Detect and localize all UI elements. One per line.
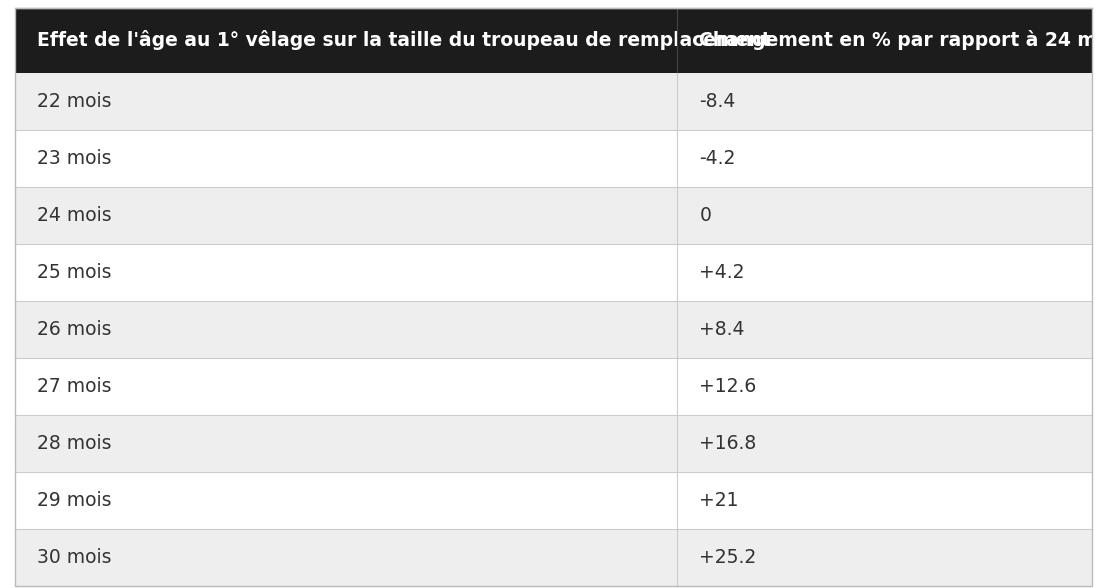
Text: +25.2: +25.2 bbox=[700, 548, 756, 567]
Text: 25 mois: 25 mois bbox=[37, 263, 112, 282]
Bar bbox=[15, 415, 1092, 472]
Text: 23 mois: 23 mois bbox=[37, 149, 112, 168]
Bar bbox=[15, 358, 1092, 415]
Text: -4.2: -4.2 bbox=[700, 149, 736, 168]
Text: 29 mois: 29 mois bbox=[37, 491, 112, 510]
Bar bbox=[15, 187, 1092, 244]
Text: 22 mois: 22 mois bbox=[37, 92, 112, 111]
Text: +16.8: +16.8 bbox=[700, 434, 756, 453]
Text: +4.2: +4.2 bbox=[700, 263, 745, 282]
Text: 24 mois: 24 mois bbox=[37, 206, 112, 225]
Bar bbox=[15, 130, 1092, 187]
Text: 30 mois: 30 mois bbox=[37, 548, 112, 567]
Text: +21: +21 bbox=[700, 491, 738, 510]
Text: Effet de l'âge au 1° vêlage sur la taille du troupeau de remplacement: Effet de l'âge au 1° vêlage sur la taill… bbox=[37, 31, 770, 51]
Text: +8.4: +8.4 bbox=[700, 320, 745, 339]
Text: 28 mois: 28 mois bbox=[37, 434, 112, 453]
Bar bbox=[15, 73, 1092, 130]
Bar bbox=[15, 529, 1092, 586]
Bar bbox=[15, 8, 1092, 73]
Bar bbox=[15, 301, 1092, 358]
Text: -8.4: -8.4 bbox=[700, 92, 736, 111]
Bar bbox=[15, 472, 1092, 529]
Text: Changement en % par rapport à 24 mois: Changement en % par rapport à 24 mois bbox=[700, 31, 1107, 51]
Text: +12.6: +12.6 bbox=[700, 377, 756, 396]
Text: 27 mois: 27 mois bbox=[37, 377, 112, 396]
Bar bbox=[15, 244, 1092, 301]
Text: 0: 0 bbox=[700, 206, 711, 225]
Text: 26 mois: 26 mois bbox=[37, 320, 112, 339]
